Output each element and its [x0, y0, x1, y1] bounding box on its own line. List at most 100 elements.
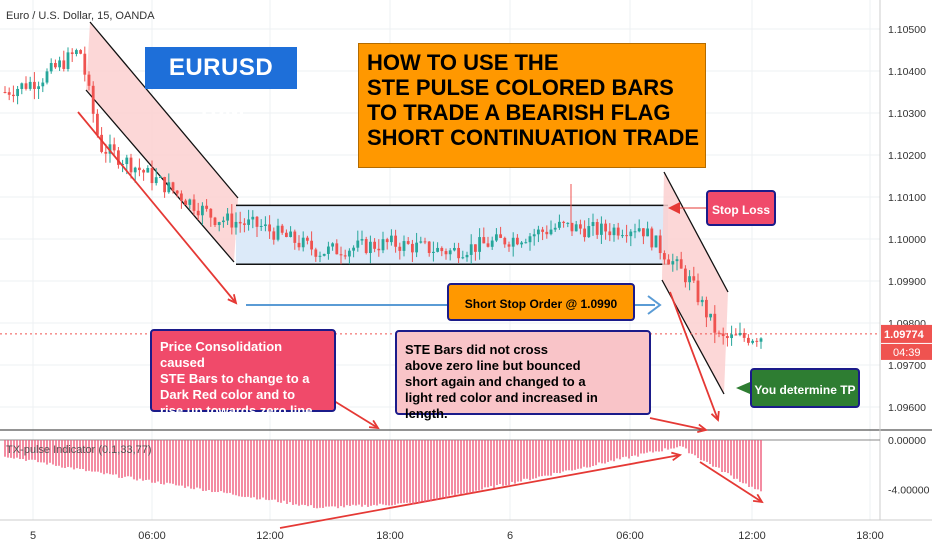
red-arrow-2 — [669, 291, 719, 421]
candle-body — [213, 217, 217, 226]
time-tick-label: 06:00 — [616, 530, 644, 542]
candle-body — [352, 247, 355, 251]
price-tick-label: 1.10000 — [888, 234, 926, 246]
candle-body — [637, 228, 641, 232]
candle-body — [276, 225, 280, 240]
candle-body — [595, 222, 599, 235]
candle-body — [402, 241, 406, 251]
candle-body — [532, 234, 536, 237]
red-arrow-6-head — [752, 493, 764, 504]
candle-body — [280, 225, 284, 233]
candle-body — [58, 60, 61, 68]
candle-body — [427, 241, 431, 253]
candle-body — [20, 83, 24, 89]
candle-body — [247, 219, 250, 225]
candle-body — [3, 92, 7, 93]
candle-body — [238, 221, 242, 224]
candle-body — [520, 242, 523, 245]
candle-body — [364, 239, 368, 254]
candle-body — [591, 222, 595, 227]
candle-body — [696, 280, 700, 303]
candle-body — [293, 231, 297, 243]
channel-2-top — [663, 171, 729, 293]
candle-body — [360, 239, 364, 241]
red-arrow-5-head — [671, 451, 683, 462]
consolidation-note: Price Consolidation caused STE Bars to c… — [150, 329, 336, 418]
candle-body — [516, 237, 519, 245]
candle-body — [419, 241, 423, 243]
candle-body — [486, 243, 490, 247]
candle-body — [209, 208, 213, 218]
candle-body — [755, 340, 759, 342]
candle-body — [259, 225, 263, 227]
time-tick-label: 6 — [507, 530, 513, 542]
candle-body — [159, 176, 162, 178]
candle-body — [108, 144, 112, 154]
candle-body — [96, 113, 99, 135]
down-channel-1 — [86, 22, 238, 262]
candle-body — [663, 253, 666, 260]
time-tick-label: 12:00 — [256, 530, 284, 542]
candle-body — [335, 243, 339, 255]
price-tick-label: 1.10500 — [888, 24, 926, 36]
candle-body — [738, 332, 742, 336]
candle-body — [541, 229, 544, 232]
candle-body — [524, 242, 528, 244]
candle-body — [201, 205, 204, 216]
candle-body — [54, 63, 57, 68]
candle-body — [117, 150, 120, 165]
candle-body — [684, 268, 687, 283]
candle-body — [163, 176, 166, 193]
price-tick-label: 1.10100 — [888, 192, 926, 204]
candle-body — [411, 243, 414, 253]
candle-body — [33, 81, 36, 89]
candle-body — [751, 340, 754, 343]
candle-body — [453, 247, 456, 251]
candle-body — [385, 239, 389, 243]
candle-body — [175, 190, 179, 194]
candle-body — [142, 170, 145, 173]
red-arrow-6 — [699, 461, 763, 503]
candle-body — [671, 261, 675, 265]
candle-body — [587, 226, 591, 238]
candle-body — [192, 199, 196, 211]
indicator-tick-label: -4.00000 — [888, 484, 930, 496]
candle-body — [713, 313, 717, 333]
candle-body — [406, 241, 410, 244]
candle-body — [600, 223, 603, 235]
candle-body — [87, 74, 91, 86]
red-arrow-1 — [77, 111, 237, 304]
candle-body — [553, 227, 557, 230]
candle-body — [188, 199, 192, 205]
candle-body — [24, 83, 28, 89]
candle-body — [129, 157, 133, 173]
candle-body — [495, 234, 498, 241]
candle-body — [41, 82, 45, 87]
red-arrow-4 — [649, 417, 707, 431]
red-arrow-2-head — [710, 410, 720, 422]
current-price-label: 1.09774 — [884, 329, 925, 341]
candle-body — [327, 246, 330, 254]
candle-body — [83, 53, 87, 75]
candle-body — [734, 334, 738, 336]
candle-body — [49, 63, 53, 72]
candle-body — [310, 240, 313, 250]
candle-body — [12, 94, 15, 97]
candle-body — [545, 231, 549, 235]
candle-body — [226, 213, 229, 221]
candle-body — [432, 251, 435, 253]
candle-body — [608, 231, 612, 236]
candle-body — [759, 338, 763, 342]
candle-body — [440, 247, 444, 252]
candle-body — [167, 182, 171, 193]
candle-body — [343, 255, 347, 257]
candle-body — [457, 247, 460, 259]
tp-pointer-head — [736, 382, 750, 394]
candle-body — [100, 134, 103, 152]
candle-body — [633, 231, 637, 233]
candle-body — [570, 222, 574, 232]
candle-body — [721, 333, 725, 337]
candle-body — [490, 240, 494, 247]
candle-body — [222, 220, 225, 223]
